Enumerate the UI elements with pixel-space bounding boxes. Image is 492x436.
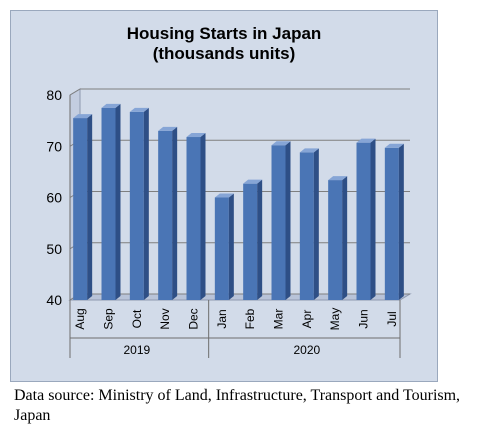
bar-top — [73, 114, 93, 119]
bar-side — [172, 126, 178, 300]
bar-side — [313, 148, 319, 300]
x-tick-label: Jan — [215, 309, 229, 328]
group-label: 2019 — [123, 343, 150, 357]
bar — [328, 180, 343, 300]
bar-side — [200, 133, 206, 300]
x-tick-label: Apr — [300, 310, 314, 329]
bar-top — [186, 133, 206, 138]
x-tick-label: Oct — [130, 309, 144, 328]
bar-side — [87, 114, 93, 300]
bar — [356, 142, 371, 300]
bar — [271, 145, 286, 300]
bar-top — [299, 148, 319, 153]
y-tick-label: 80 — [46, 87, 62, 103]
bar-side — [285, 141, 291, 300]
bar-side — [370, 138, 376, 300]
chart-title-block: Housing Starts in Japan (thousands units… — [10, 24, 438, 64]
x-tick-label: May — [328, 308, 342, 331]
bar — [129, 111, 144, 300]
chart-title: Housing Starts in Japan — [126, 24, 322, 43]
bar — [158, 130, 173, 300]
x-tick-label: Nov — [158, 308, 172, 329]
bar-top — [356, 138, 376, 143]
data-source-note: Data source: Ministry of Land, Infrastru… — [14, 387, 461, 424]
x-tick-label: Sep — [102, 308, 116, 330]
bar — [101, 107, 116, 300]
bar — [186, 137, 201, 300]
bar-top — [158, 126, 178, 131]
bar-top — [243, 179, 263, 184]
bar-top — [271, 141, 291, 146]
bar-side — [228, 193, 234, 300]
y-tick-label: 50 — [46, 241, 62, 257]
bar-top — [328, 176, 348, 181]
bar-side — [143, 107, 149, 300]
bar-top — [101, 103, 121, 108]
y-tick-label: 40 — [46, 292, 62, 308]
group-label: 2020 — [293, 343, 320, 357]
bar — [384, 147, 399, 300]
y-tick-label: 60 — [46, 190, 62, 206]
bar-side — [342, 176, 348, 300]
bar-top — [129, 107, 149, 112]
bar-side — [398, 143, 404, 300]
x-tick-label: Aug — [73, 308, 87, 329]
x-tick-label: Dec — [187, 308, 201, 329]
bar-side — [115, 103, 121, 300]
x-tick-label: Jun — [357, 309, 371, 328]
bar-top — [384, 143, 404, 148]
bar — [299, 152, 314, 300]
x-tick-label: Jul — [385, 311, 399, 326]
x-tick-label: Feb — [243, 308, 257, 329]
bar-side — [257, 179, 263, 300]
bar-top — [214, 193, 234, 198]
bar — [243, 183, 258, 300]
bar — [214, 197, 229, 300]
bar — [73, 118, 88, 300]
gridline-slant — [69, 88, 81, 96]
x-tick-label: Mar — [272, 309, 286, 330]
chart-subtitle: (thousands units) — [152, 44, 296, 63]
y-tick-label: 70 — [46, 138, 62, 154]
